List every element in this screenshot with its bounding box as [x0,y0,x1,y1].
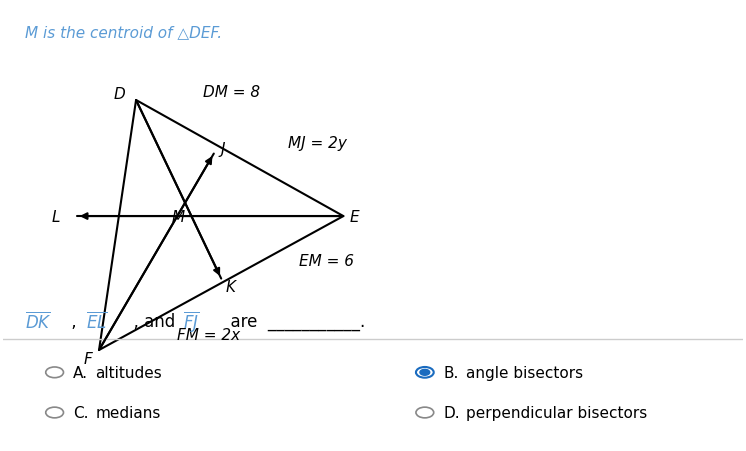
Text: F: F [84,352,93,367]
Text: $\overline{FJ}$: $\overline{FJ}$ [183,309,199,334]
Text: are  ___________.: are ___________. [220,312,365,330]
Text: J: J [220,142,225,156]
Text: medians: medians [95,405,160,420]
Text: K: K [225,280,235,295]
Text: perpendicular bisectors: perpendicular bisectors [466,405,647,420]
Text: , and: , and [123,312,186,330]
Text: M is the centroid of △DEF.: M is the centroid of △DEF. [25,25,222,40]
Text: $\overline{EL}$: $\overline{EL}$ [86,311,107,332]
Text: M: M [172,209,185,224]
Text: D: D [114,87,125,101]
Text: EM = 6: EM = 6 [299,253,354,269]
Text: angle bisectors: angle bisectors [466,365,583,380]
Text: altitudes: altitudes [95,365,162,380]
Text: MJ = 2y: MJ = 2y [288,136,347,151]
Text: $\overline{DK}$: $\overline{DK}$ [25,311,51,332]
Text: ,: , [66,312,87,330]
Circle shape [420,369,430,375]
Text: D.: D. [443,405,460,420]
Text: DM = 8: DM = 8 [203,84,260,99]
Text: B.: B. [443,365,459,380]
Text: E: E [350,209,360,224]
Text: FM = 2x: FM = 2x [177,327,240,342]
Text: L: L [51,209,60,224]
Text: A.: A. [73,365,88,380]
Text: C.: C. [73,405,89,420]
